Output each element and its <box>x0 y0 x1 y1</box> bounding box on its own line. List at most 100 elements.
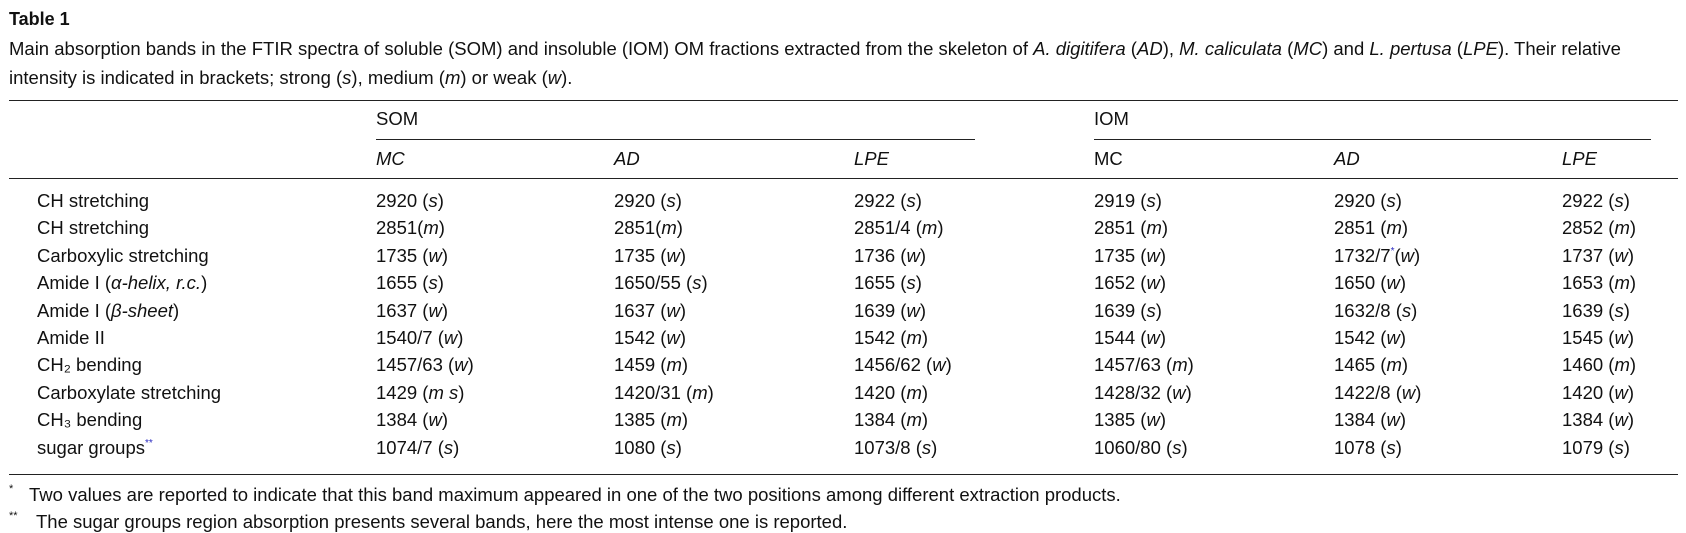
row-label: CH₂ bending <box>37 354 142 376</box>
table-cell: 1384 (w) <box>376 409 449 431</box>
table-cell: 1073/8 (s) <box>854 436 938 458</box>
table-cell: 1079 (s) <box>1562 436 1630 458</box>
table-cell: 1074/7 (s) <box>376 436 460 458</box>
footnote-text: The sugar groups region absorption prese… <box>36 511 848 532</box>
row-label: Amide I (β-sheet) <box>37 299 180 321</box>
group-header: SOM <box>376 108 419 129</box>
table-cell: 1735 (w) <box>1094 244 1167 266</box>
table-cell: 1456/62 (w) <box>854 354 952 376</box>
caption-segment: w <box>547 67 562 88</box>
table-caption: Main absorption bands in the FTIR spectr… <box>9 34 1681 92</box>
table-cell: 2922 (s) <box>854 190 922 211</box>
table-cell: 1637 (w) <box>614 299 687 321</box>
caption-segment: L. pertusa <box>1369 38 1452 59</box>
row-label: Amide I (α-helix, r.c.) <box>37 272 208 294</box>
table-cell: 2919 (s) <box>1094 190 1162 211</box>
caption-segment: LPE <box>1462 38 1498 59</box>
table-cell: 1653 (m) <box>1562 272 1637 294</box>
table-cell: 2920 (s) <box>1334 190 1402 211</box>
top-rule <box>9 100 1678 101</box>
table-cell: 1384 (m) <box>854 409 929 431</box>
group-rule <box>376 139 975 140</box>
bottom-rule <box>9 474 1678 475</box>
table-title: Table 1 <box>9 9 70 29</box>
table-cell: 1737 (w) <box>1562 244 1635 266</box>
table-cell: 2920 (s) <box>614 190 682 211</box>
table-cell: 1542 (m) <box>854 327 929 348</box>
caption-segment: Main absorption bands in the FTIR spectr… <box>9 38 1034 59</box>
table-cell: 1542 (w) <box>614 327 687 348</box>
caption-segment: ) or weak ( <box>460 67 548 88</box>
footnote-mark: * <box>9 483 14 495</box>
caption-segment: ( <box>1451 38 1463 59</box>
table-cell: 1540/7 (w) <box>376 327 464 348</box>
table-cell: 2851(m) <box>376 217 445 239</box>
table-cell: 1457/63 (m) <box>1094 354 1194 376</box>
column-header: AD <box>1334 148 1360 169</box>
row-label: sugar groups** <box>37 436 153 458</box>
table-cell: 1652 (w) <box>1094 272 1167 294</box>
table-cell: 1385 (w) <box>1094 409 1167 431</box>
table-cell: 1429 (m s) <box>376 381 465 403</box>
table-cell: 2851 (m) <box>1094 217 1169 239</box>
caption-segment: ), <box>1162 38 1180 59</box>
caption-segment: ). Their relative intensity is indicated… <box>9 38 1621 88</box>
table-cell: 1632/8 (s) <box>1334 299 1418 321</box>
caption-segment: MC <box>1293 38 1323 59</box>
table-cell: 1736 (w) <box>854 244 927 266</box>
table-cell: 2920 (s) <box>376 190 444 211</box>
table-cell: 1639 (w) <box>854 299 927 321</box>
row-label: Amide II <box>37 327 105 348</box>
column-header: MC <box>376 148 405 169</box>
caption-segment: AD <box>1136 38 1163 59</box>
row-label: Carboxylate stretching <box>37 381 222 403</box>
caption-segment: s <box>342 67 352 88</box>
table-cell: 2851 (m) <box>1334 217 1409 239</box>
table-cell: 2851(m) <box>614 217 683 239</box>
caption-segment: ), medium ( <box>351 67 445 88</box>
column-header: MC <box>1094 148 1123 169</box>
table-cell: 1655 (s) <box>854 272 922 294</box>
caption-segment: M. caliculata <box>1179 38 1282 59</box>
footnote-mark: ** <box>9 510 18 522</box>
table-cell: 1544 (w) <box>1094 327 1167 348</box>
table-cell: 1465 (m) <box>1334 354 1409 376</box>
header-rule <box>9 178 1678 179</box>
table-cell: 1650 (w) <box>1334 272 1407 294</box>
table-cell: 1459 (m) <box>614 354 689 376</box>
table-cell: 1078 (s) <box>1334 436 1402 458</box>
table-cell: 1060/80 (s) <box>1094 436 1188 458</box>
table-cell: 1384 (w) <box>1334 409 1407 431</box>
table-cell: 1385 (m) <box>614 409 689 431</box>
caption-segment: A. digitifera <box>1033 38 1126 59</box>
table-cell: 1655 (s) <box>376 272 444 294</box>
table-cell: 1420 (m) <box>854 381 929 403</box>
caption-segment: ( <box>1281 38 1294 59</box>
table-cell: 1735 (w) <box>376 244 449 266</box>
table-cell: 1650/55 (s) <box>614 272 708 294</box>
table-cell: 1428/32 (w) <box>1094 381 1192 403</box>
table-cell: 1732/7*(w) <box>1334 244 1421 266</box>
footnote-text: Two values are reported to indicate that… <box>29 484 1121 505</box>
table-cell: 2852 (m) <box>1562 217 1637 239</box>
column-header: LPE <box>854 148 889 169</box>
caption-segment: ) and <box>1322 38 1370 59</box>
row-label: CH₃ bending <box>37 409 143 431</box>
table-cell: 2851/4 (m) <box>854 217 944 239</box>
caption-segment: ). <box>561 67 573 88</box>
table-cell: 2922 (s) <box>1562 190 1630 211</box>
column-header: AD <box>614 148 640 169</box>
table-cell: 1637 (w) <box>376 299 449 321</box>
column-header: LPE <box>1562 148 1597 169</box>
row-label: CH stretching <box>37 217 150 239</box>
table-cell: 1420 (w) <box>1562 381 1635 403</box>
table-cell: 1457/63 (w) <box>376 354 474 376</box>
group-header: IOM <box>1094 108 1129 129</box>
group-rule <box>1094 139 1651 140</box>
table-cell: 1542 (w) <box>1334 327 1407 348</box>
table-cell: 1422/8 (w) <box>1334 381 1422 403</box>
table-cell: 1639 (s) <box>1562 299 1630 321</box>
table-cell: 1735 (w) <box>614 244 687 266</box>
row-label: Carboxylic stretching <box>37 244 209 266</box>
